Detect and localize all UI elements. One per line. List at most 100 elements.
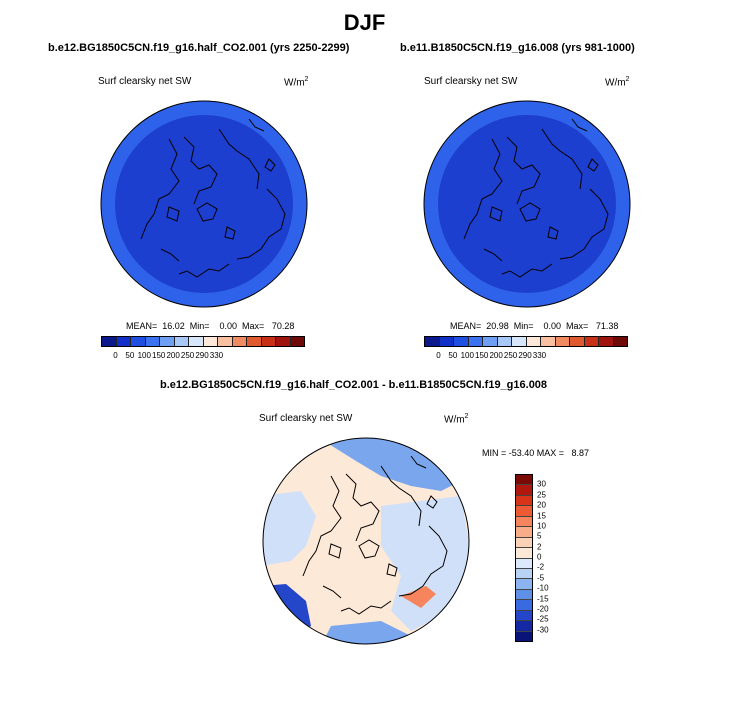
colorbar-tick-label: 100 — [137, 351, 151, 360]
colorbar-swatch — [613, 337, 627, 346]
coastline — [178, 263, 230, 278]
colorbar-tick-label: 100 — [460, 351, 474, 360]
colorbar-tick-label: -10 — [537, 583, 549, 593]
panel2-units-exponent: 2 — [625, 76, 630, 83]
colorbar-tick-label: 250 — [503, 351, 518, 360]
panel2-stats: MEAN= 20.98 Min= 0.00 Max= 71.38 — [450, 321, 619, 331]
colorbar-tick-label: 0 — [113, 351, 118, 360]
colorbar-swatch — [516, 516, 532, 528]
colorbar-tick-label: -20 — [537, 604, 549, 614]
colorbar-tick-label: 2 — [537, 542, 542, 552]
colorbar-tick-label: 50 — [448, 351, 458, 360]
colorbar-swatch — [516, 537, 532, 549]
panel1-colorbar — [101, 336, 305, 347]
colorbar-swatch — [160, 337, 175, 346]
panel2-colorbar-ticks: 0 50 100 150 200 250 290 330 — [424, 351, 626, 361]
colorbar-tick-label: 150 — [475, 351, 489, 360]
coastline — [519, 202, 541, 222]
colorbar-swatch — [468, 337, 483, 346]
map-border — [100, 100, 308, 308]
coastline — [463, 138, 503, 240]
panel1-polar-map — [100, 100, 308, 308]
colorbar-tick-label: 25 — [537, 490, 546, 500]
difference-units-exponent: 2 — [464, 413, 469, 420]
colorbar-tick-label: 250 — [180, 351, 195, 360]
colorbar-tick-label: 200 — [489, 351, 503, 360]
colorbar-tick-label: 0 — [537, 552, 542, 562]
map-border — [262, 437, 470, 645]
colorbar-tick-label: 290 — [518, 351, 532, 360]
panel2-colorbar — [424, 336, 628, 347]
colorbar-swatch — [232, 337, 247, 346]
panel1-colorbar-ticks: 0 50 100 150 200 250 290 330 — [101, 351, 303, 361]
colorbar-swatch — [516, 610, 532, 622]
colorbar-swatch — [555, 337, 570, 346]
anomaly-region — [321, 621, 411, 644]
panel2-units-base: W/m — [605, 77, 626, 89]
coastline — [248, 118, 265, 132]
colorbar-tick-label: 290 — [195, 351, 209, 360]
figure-title: DJF — [343, 10, 386, 35]
colorbar-swatch — [516, 568, 532, 580]
coastline — [483, 248, 503, 262]
colorbar-swatch — [516, 558, 532, 569]
coastline — [410, 455, 427, 469]
map-interior-fill — [115, 115, 293, 293]
difference-stats: MIN = -53.40 MAX = 8.87 — [482, 448, 590, 458]
coastline — [380, 465, 422, 527]
colorbar-swatch — [439, 337, 454, 346]
colorbar-swatch — [145, 337, 160, 346]
coastline — [358, 539, 380, 559]
panel2-subtitle: b.e11.B1850C5CN.f19_g16.008 (yrs 981-100… — [400, 42, 635, 54]
colorbar-swatch — [516, 506, 532, 517]
colorbar-tick-label: 30 — [537, 479, 546, 489]
colorbar-swatch — [276, 337, 291, 346]
coastline — [224, 226, 236, 240]
panel2-polar-map — [423, 100, 631, 308]
coastline — [183, 136, 218, 205]
colorbar-tick-label: 10 — [537, 521, 546, 531]
colorbar-tick-label: -25 — [537, 614, 549, 624]
coastline — [166, 206, 180, 222]
map-interior-fill — [438, 115, 616, 293]
colorbar-swatch — [189, 337, 204, 346]
anomaly-region — [401, 586, 436, 608]
colorbar-swatch — [516, 579, 532, 590]
colorbar-tick-label: -30 — [537, 625, 549, 635]
colorbar-swatch — [174, 337, 189, 346]
difference-units-base: W/m — [444, 414, 465, 426]
coastline — [345, 473, 380, 542]
coastline — [426, 495, 438, 509]
colorbar-tick-label: 15 — [537, 511, 546, 520]
colorbar-swatch — [599, 337, 614, 346]
difference-polar-map — [262, 437, 470, 645]
coastline — [541, 128, 583, 190]
panel2-variable-label: Surf clearsky net SW — [424, 76, 518, 87]
coastline — [571, 118, 588, 132]
colorbar-swatch — [512, 337, 527, 346]
coastline — [322, 585, 342, 599]
coastline — [160, 248, 180, 262]
colorbar-swatch — [131, 337, 146, 346]
coastline — [328, 543, 342, 559]
panel1-subtitle: b.e12.BG1850C5CN.f19_g16.half_CO2.001 (y… — [48, 42, 350, 54]
coastline — [506, 136, 541, 205]
coastline — [264, 158, 276, 172]
coastline — [386, 563, 398, 577]
colorbar-swatch — [218, 337, 233, 346]
colorbar-swatch — [247, 337, 262, 346]
coastline — [398, 525, 448, 597]
panel1-units-exponent: 2 — [304, 76, 309, 83]
colorbar-swatch — [516, 631, 532, 641]
colorbar-swatch — [203, 337, 218, 346]
colorbar-swatch — [516, 600, 532, 611]
panel1-stats: MEAN= 16.02 Min= 0.00 Max= 70.28 — [126, 321, 295, 331]
panel1-units: W/m2 — [284, 76, 308, 88]
colorbar-swatch — [526, 337, 541, 346]
colorbar-swatch — [516, 495, 532, 507]
difference-units: W/m2 — [444, 413, 468, 425]
colorbar-tick-label: 5 — [537, 531, 542, 541]
colorbar-swatch — [516, 589, 532, 601]
colorbar-swatch — [454, 337, 469, 346]
colorbar-tick-label: 20 — [537, 500, 546, 510]
